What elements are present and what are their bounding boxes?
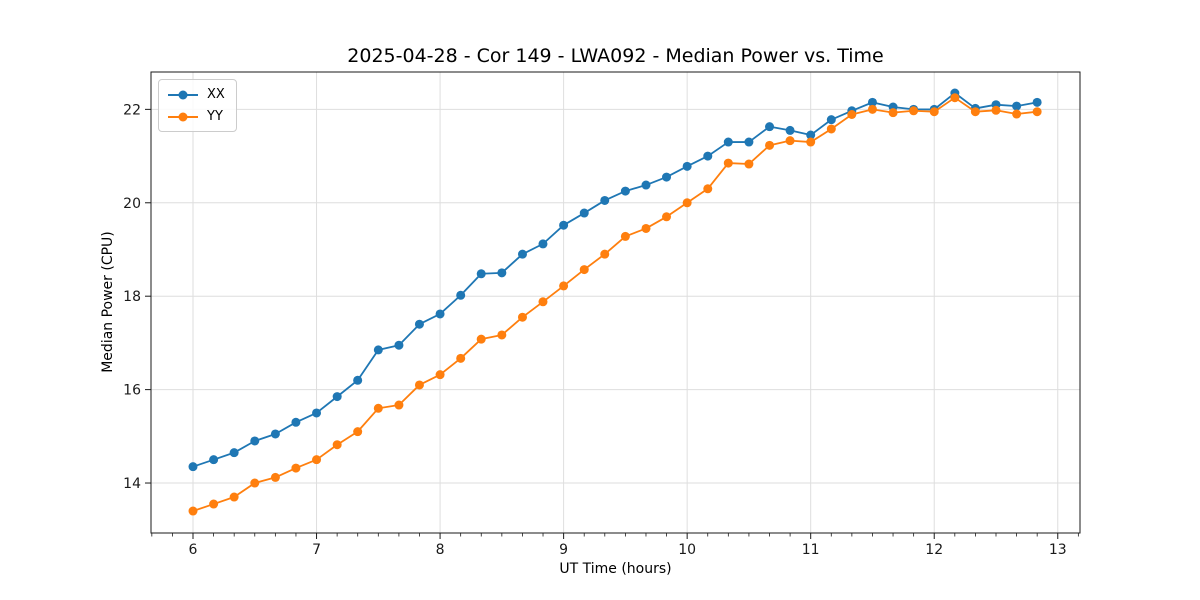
svg-text:14: 14 <box>123 476 141 492</box>
svg-text:20: 20 <box>123 196 141 212</box>
svg-text:16: 16 <box>123 383 141 399</box>
legend-label-yy: YY <box>207 109 223 124</box>
x-axis-label: UT Time (hours) <box>559 561 672 577</box>
svg-text:13: 13 <box>1049 542 1067 558</box>
svg-text:18: 18 <box>123 289 141 305</box>
legend-marker-icon-xx <box>178 90 188 99</box>
legend-line-sample-xx <box>168 90 198 99</box>
legend: XX YY <box>158 79 237 132</box>
svg-text:7: 7 <box>312 542 321 558</box>
legend-marker-icon-yy <box>178 112 188 121</box>
svg-text:11: 11 <box>802 542 820 558</box>
svg-text:22: 22 <box>123 102 141 118</box>
chart-title: 2025-04-28 - Cor 149 - LWA092 - Median P… <box>347 45 884 67</box>
legend-item-yy: YY <box>168 109 225 124</box>
svg-text:6: 6 <box>189 542 198 558</box>
svg-text:12: 12 <box>925 542 943 558</box>
svg-text:8: 8 <box>436 542 445 558</box>
svg-text:9: 9 <box>559 542 568 558</box>
svg-text:10: 10 <box>678 542 696 558</box>
legend-line-sample-yy <box>168 112 198 121</box>
y-axis-label: Median Power (CPU) <box>100 231 116 373</box>
legend-item-xx: XX <box>168 87 225 102</box>
legend-label-xx: XX <box>207 87 225 102</box>
